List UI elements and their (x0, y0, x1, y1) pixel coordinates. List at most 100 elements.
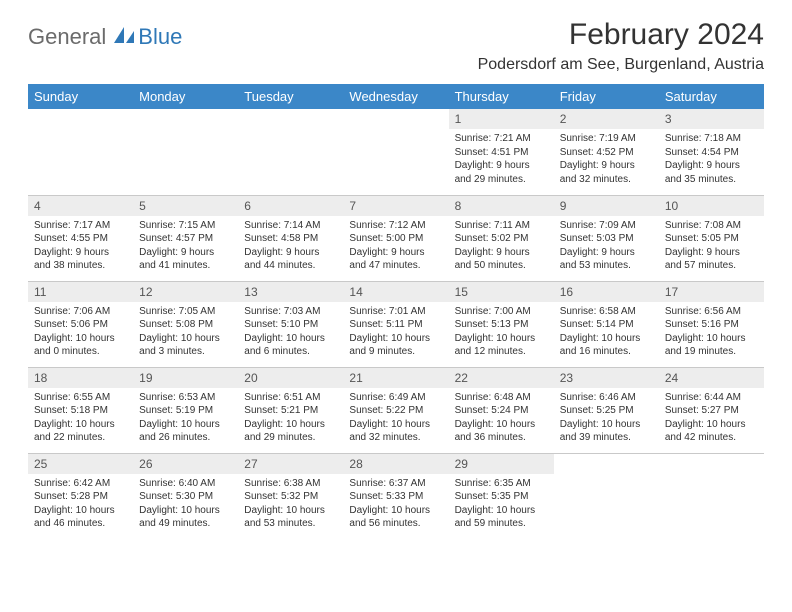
sunrise-text: Sunrise: 7:14 AM (244, 219, 337, 233)
day-cell: 3Sunrise: 7:18 AMSunset: 4:54 PMDaylight… (659, 109, 764, 195)
sunset-text: Sunset: 5:33 PM (349, 490, 442, 504)
day-details: Sunrise: 6:46 AMSunset: 5:25 PMDaylight:… (554, 388, 659, 449)
day-cell: 29Sunrise: 6:35 AMSunset: 5:35 PMDayligh… (449, 453, 554, 539)
weekday-header: Friday (554, 84, 659, 109)
sunset-text: Sunset: 5:24 PM (455, 404, 548, 418)
day-details: Sunrise: 7:03 AMSunset: 5:10 PMDaylight:… (238, 302, 343, 363)
sunrise-text: Sunrise: 6:37 AM (349, 477, 442, 491)
day-details: Sunrise: 7:21 AMSunset: 4:51 PMDaylight:… (449, 129, 554, 190)
sunrise-text: Sunrise: 7:08 AM (665, 219, 758, 233)
daylight-line1: Daylight: 9 hours (139, 246, 232, 260)
sunset-text: Sunset: 5:16 PM (665, 318, 758, 332)
sunrise-text: Sunrise: 7:15 AM (139, 219, 232, 233)
day-number: 6 (238, 196, 343, 216)
daylight-line2: and 46 minutes. (34, 517, 127, 531)
sunrise-text: Sunrise: 6:56 AM (665, 305, 758, 319)
daylight-line2: and 49 minutes. (139, 517, 232, 531)
sunset-text: Sunset: 5:35 PM (455, 490, 548, 504)
calendar-page: General Blue February 2024 Podersdorf am… (0, 0, 792, 559)
day-details: Sunrise: 7:18 AMSunset: 4:54 PMDaylight:… (659, 129, 764, 190)
day-cell: 11Sunrise: 7:06 AMSunset: 5:06 PMDayligh… (28, 281, 133, 367)
daylight-line2: and 57 minutes. (665, 259, 758, 273)
weekday-header: Saturday (659, 84, 764, 109)
sunset-text: Sunset: 5:03 PM (560, 232, 653, 246)
sunset-text: Sunset: 5:13 PM (455, 318, 548, 332)
daylight-line2: and 12 minutes. (455, 345, 548, 359)
sunrise-text: Sunrise: 7:09 AM (560, 219, 653, 233)
daylight-line1: Daylight: 9 hours (455, 159, 548, 173)
day-number: 15 (449, 282, 554, 302)
day-number: 4 (28, 196, 133, 216)
day-cell: 10Sunrise: 7:08 AMSunset: 5:05 PMDayligh… (659, 195, 764, 281)
weekday-header-row: Sunday Monday Tuesday Wednesday Thursday… (28, 84, 764, 109)
daylight-line2: and 53 minutes. (244, 517, 337, 531)
day-number: 10 (659, 196, 764, 216)
day-cell: 6Sunrise: 7:14 AMSunset: 4:58 PMDaylight… (238, 195, 343, 281)
sunset-text: Sunset: 5:02 PM (455, 232, 548, 246)
day-number: 8 (449, 196, 554, 216)
day-cell: 13Sunrise: 7:03 AMSunset: 5:10 PMDayligh… (238, 281, 343, 367)
day-details: Sunrise: 6:48 AMSunset: 5:24 PMDaylight:… (449, 388, 554, 449)
daylight-line2: and 9 minutes. (349, 345, 442, 359)
day-number: 21 (343, 368, 448, 388)
sunrise-text: Sunrise: 6:58 AM (560, 305, 653, 319)
daylight-line1: Daylight: 9 hours (244, 246, 337, 260)
day-number: 18 (28, 368, 133, 388)
day-details: Sunrise: 6:49 AMSunset: 5:22 PMDaylight:… (343, 388, 448, 449)
sunrise-text: Sunrise: 7:11 AM (455, 219, 548, 233)
day-number: 17 (659, 282, 764, 302)
daylight-line1: Daylight: 10 hours (455, 332, 548, 346)
empty-day-cell (28, 109, 133, 195)
calendar-row: 25Sunrise: 6:42 AMSunset: 5:28 PMDayligh… (28, 453, 764, 539)
sunrise-text: Sunrise: 6:42 AM (34, 477, 127, 491)
calendar-row: 1Sunrise: 7:21 AMSunset: 4:51 PMDaylight… (28, 109, 764, 195)
day-cell: 19Sunrise: 6:53 AMSunset: 5:19 PMDayligh… (133, 367, 238, 453)
day-number: 25 (28, 454, 133, 474)
day-cell: 22Sunrise: 6:48 AMSunset: 5:24 PMDayligh… (449, 367, 554, 453)
day-details: Sunrise: 6:42 AMSunset: 5:28 PMDaylight:… (28, 474, 133, 535)
sunrise-text: Sunrise: 7:19 AM (560, 132, 653, 146)
day-number: 3 (659, 109, 764, 129)
daylight-line2: and 26 minutes. (139, 431, 232, 445)
sunrise-text: Sunrise: 7:06 AM (34, 305, 127, 319)
day-number: 20 (238, 368, 343, 388)
sunrise-text: Sunrise: 7:00 AM (455, 305, 548, 319)
day-cell: 27Sunrise: 6:38 AMSunset: 5:32 PMDayligh… (238, 453, 343, 539)
sunrise-text: Sunrise: 7:12 AM (349, 219, 442, 233)
sunset-text: Sunset: 5:25 PM (560, 404, 653, 418)
sunset-text: Sunset: 5:05 PM (665, 232, 758, 246)
sunrise-text: Sunrise: 7:18 AM (665, 132, 758, 146)
day-cell: 21Sunrise: 6:49 AMSunset: 5:22 PMDayligh… (343, 367, 448, 453)
sunset-text: Sunset: 5:22 PM (349, 404, 442, 418)
daylight-line1: Daylight: 10 hours (455, 504, 548, 518)
day-cell: 7Sunrise: 7:12 AMSunset: 5:00 PMDaylight… (343, 195, 448, 281)
daylight-line1: Daylight: 9 hours (560, 246, 653, 260)
daylight-line1: Daylight: 10 hours (560, 418, 653, 432)
sunrise-text: Sunrise: 6:46 AM (560, 391, 653, 405)
day-cell: 16Sunrise: 6:58 AMSunset: 5:14 PMDayligh… (554, 281, 659, 367)
weekday-header: Monday (133, 84, 238, 109)
day-cell: 17Sunrise: 6:56 AMSunset: 5:16 PMDayligh… (659, 281, 764, 367)
daylight-line2: and 19 minutes. (665, 345, 758, 359)
daylight-line1: Daylight: 10 hours (349, 418, 442, 432)
day-cell: 5Sunrise: 7:15 AMSunset: 4:57 PMDaylight… (133, 195, 238, 281)
weekday-header: Tuesday (238, 84, 343, 109)
logo-sail-icon (112, 25, 136, 50)
daylight-line1: Daylight: 10 hours (244, 332, 337, 346)
daylight-line2: and 38 minutes. (34, 259, 127, 273)
daylight-line2: and 16 minutes. (560, 345, 653, 359)
daylight-line2: and 32 minutes. (560, 173, 653, 187)
day-details: Sunrise: 6:58 AMSunset: 5:14 PMDaylight:… (554, 302, 659, 363)
daylight-line1: Daylight: 9 hours (349, 246, 442, 260)
day-cell: 12Sunrise: 7:05 AMSunset: 5:08 PMDayligh… (133, 281, 238, 367)
calendar-row: 18Sunrise: 6:55 AMSunset: 5:18 PMDayligh… (28, 367, 764, 453)
logo-text-blue: Blue (138, 24, 182, 50)
empty-day-cell (133, 109, 238, 195)
day-number: 16 (554, 282, 659, 302)
sunset-text: Sunset: 5:19 PM (139, 404, 232, 418)
sunset-text: Sunset: 4:55 PM (34, 232, 127, 246)
logo-text-general: General (28, 24, 106, 50)
day-details: Sunrise: 7:15 AMSunset: 4:57 PMDaylight:… (133, 216, 238, 277)
day-number: 27 (238, 454, 343, 474)
day-details: Sunrise: 6:40 AMSunset: 5:30 PMDaylight:… (133, 474, 238, 535)
